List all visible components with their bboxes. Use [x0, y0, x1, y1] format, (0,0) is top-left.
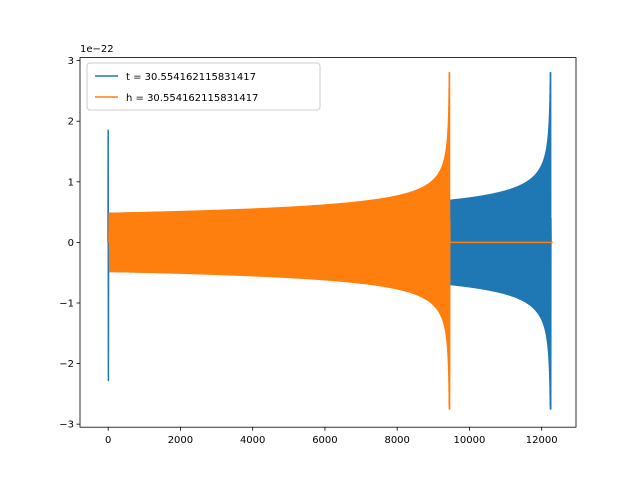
legend-label-h: h = 30.554162115831417 — [126, 93, 258, 104]
y-tick-label: 0 — [68, 238, 74, 249]
y-offset-label: 1e−22 — [80, 44, 114, 55]
y-tick-label: −2 — [59, 359, 74, 370]
series-lines — [107, 72, 553, 410]
x-tick-label: 12000 — [526, 435, 558, 446]
x-tick-label: 2000 — [168, 435, 193, 446]
y-tick-label: 2 — [68, 117, 74, 128]
x-axis: 0 2000 4000 6000 8000 10000 12000 — [105, 427, 558, 446]
y-tick-label: −1 — [59, 298, 74, 309]
y-tick-label: 1 — [68, 177, 74, 188]
legend-box — [86, 62, 321, 111]
y-tick-label: 3 — [68, 56, 74, 67]
x-tick-label: 8000 — [384, 435, 409, 446]
x-tick-label: 0 — [105, 435, 111, 446]
x-tick-label: 10000 — [454, 435, 486, 446]
x-tick-label: 4000 — [240, 435, 265, 446]
x-tick-label: 6000 — [312, 435, 337, 446]
legend: t = 30.554162115831417 h = 30.5541621158… — [86, 62, 321, 111]
legend-label-t: t = 30.554162115831417 — [126, 72, 256, 83]
series-line-h — [108, 72, 553, 410]
y-tick-label: −3 — [59, 420, 74, 431]
y-axis: −3 −2 −1 0 1 2 3 — [59, 56, 80, 431]
